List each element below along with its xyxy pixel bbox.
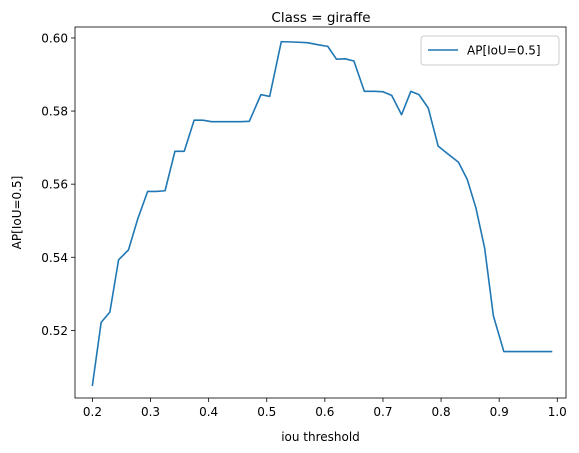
y-tick-label: 0.54 <box>41 251 68 265</box>
legend-label: AP[IoU=0.5] <box>467 44 541 58</box>
x-tick-label: 0.9 <box>490 405 509 419</box>
x-tick-label: 0.2 <box>83 405 102 419</box>
legend-box <box>420 35 560 66</box>
y-tick-label: 0.60 <box>41 31 68 45</box>
series-line-0 <box>91 40 553 387</box>
x-axis: 0.2 0.3 0.4 0.5 0.6 0.7 0.8 0.9 1.0 <box>83 398 567 419</box>
y-axis-title: AP[IoU=0.5] <box>10 176 24 250</box>
series-layer <box>91 40 553 387</box>
y-tick-label: 0.52 <box>41 324 68 338</box>
x-tick-label: 0.7 <box>373 405 392 419</box>
y-tick-label: 0.58 <box>41 105 68 119</box>
x-tick-label: 1.0 <box>548 405 567 419</box>
x-tick-label: 0.3 <box>141 405 160 419</box>
plot-area <box>74 26 567 399</box>
x-axis-title: iou threshold <box>281 430 360 444</box>
axes-frame <box>74 26 567 399</box>
legend: AP[IoU=0.5] <box>420 35 560 66</box>
x-tick-label: 0.8 <box>432 405 451 419</box>
chart-title: Class = giraffe <box>271 10 370 26</box>
x-tick-label: 0.4 <box>199 405 218 419</box>
y-tick-label: 0.56 <box>41 178 68 192</box>
y-axis: 0.52 0.54 0.56 0.58 0.60 <box>41 31 75 338</box>
x-tick-label: 0.5 <box>257 405 276 419</box>
x-tick-label: 0.6 <box>315 405 334 419</box>
